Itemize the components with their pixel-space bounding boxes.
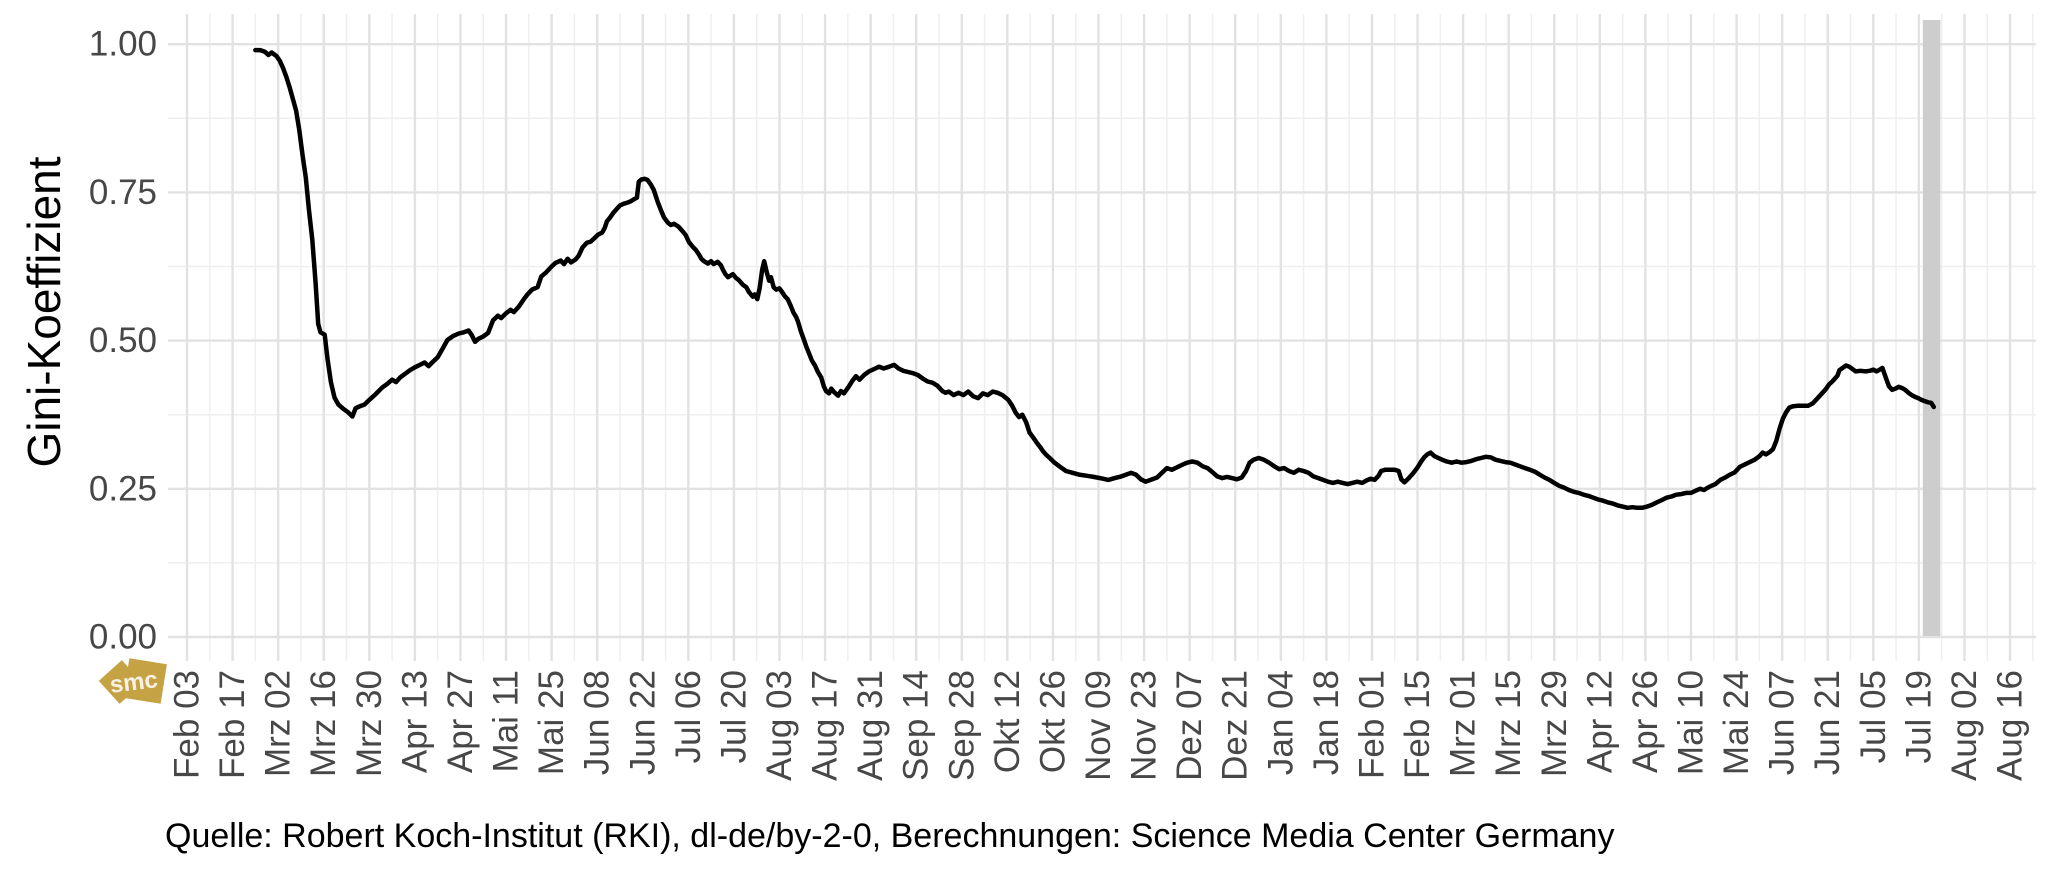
x-tick-label: Mrz 30 [350,670,389,777]
x-tick-label: Jun 22 [623,670,662,775]
x-tick-label: Jul 05 [1854,670,1893,763]
smc-logo-icon: smc [98,658,167,704]
x-tick-label: Jul 19 [1899,670,1938,763]
x-tick-label: Aug 16 [1991,670,2030,781]
x-tick-label: Dez 07 [1170,670,1209,781]
x-tick-label: Aug 17 [806,670,845,781]
x-tick-label: Aug 03 [760,670,799,781]
x-tick-label: Apr 13 [395,670,434,773]
x-tick-label: Jun 21 [1808,670,1847,775]
x-tick-label: Mrz 02 [259,670,298,777]
x-tick-label: Mai 11 [487,670,526,772]
x-tick-label: Mai 24 [1717,670,1756,775]
x-tick-label: Sep 14 [897,670,936,781]
x-tick-label: Feb 01 [1352,670,1391,779]
y-tick-label: 0.00 [89,618,157,657]
x-tick-label: Dez 21 [1216,670,1255,781]
x-tick-label: Nov 23 [1125,670,1164,781]
smc-logo-text: smc [108,666,159,699]
x-tick-label: Mai 10 [1671,670,1710,775]
x-tick-label: Feb 17 [213,670,252,779]
smc-logo-square [123,658,167,704]
x-tick-label: Jan 18 [1307,670,1346,775]
grid-minor [168,14,2036,661]
x-tick-label: Apr 12 [1580,670,1619,773]
x-tick-label: Apr 27 [441,670,480,773]
x-tick-label: Aug 02 [1945,670,1984,781]
grid-major [168,14,2036,661]
x-tick-label: Aug 31 [851,670,890,781]
x-tick-label: Jul 20 [714,670,753,763]
x-tick-label: Okt 12 [988,670,1027,773]
y-axis-tick-labels: 0.00 0.25 0.50 0.75 1.00 [89,25,157,657]
x-tick-label: Jul 06 [669,670,708,763]
x-tick-label: Jun 08 [578,670,617,775]
x-tick-label: Feb 15 [1398,670,1437,779]
x-tick-label: Jan 04 [1261,670,1300,775]
x-tick-label: Mrz 15 [1489,670,1528,777]
y-tick-label: 0.50 [89,321,157,360]
x-tick-label: Feb 03 [168,670,207,779]
recent-data-highlight-band [1922,20,1941,636]
y-tick-label: 0.25 [89,469,157,508]
x-tick-label: Mrz 29 [1535,670,1574,777]
x-tick-label: Jun 07 [1763,670,1802,775]
source-caption: Quelle: Robert Koch-Institut (RKI), dl-d… [165,817,1615,855]
x-tick-label: Nov 09 [1079,670,1118,781]
y-tick-label: 1.00 [89,25,157,64]
y-tick-label: 0.75 [89,173,157,212]
x-tick-label: Apr 26 [1626,670,1665,773]
x-tick-label: Mai 25 [532,670,571,775]
x-tick-label: Okt 26 [1033,670,1072,773]
x-axis-tick-labels: Feb 03 Feb 17 Mrz 02 Mrz 16 Mrz 30 Apr 13 Apr … [168,670,2030,781]
y-axis-title: Gini-Koeffizient [18,156,70,468]
x-tick-label: Sep 28 [942,670,981,781]
x-tick-label: Mrz 16 [304,670,343,777]
x-tick-label: Mrz 01 [1444,670,1483,777]
gini-series-line [253,47,1937,511]
